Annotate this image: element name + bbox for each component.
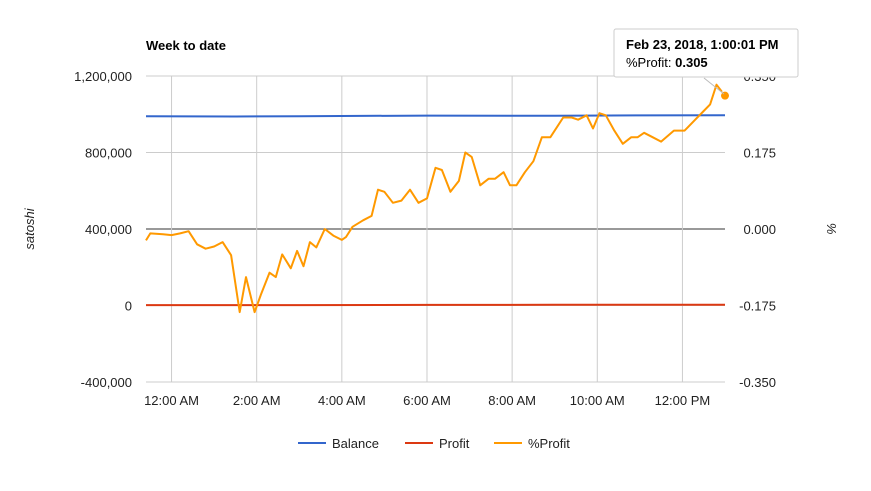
- chart-title: Week to date: [146, 38, 226, 53]
- x-axis-ticks: 12:00 AM 2:00 AM 4:00 AM 6:00 AM 8:00 AM 10:0…: [144, 393, 710, 408]
- right-tick-label: 0.175: [743, 146, 776, 161]
- left-tick-label: 0: [125, 299, 132, 314]
- gridlines: [146, 75, 725, 383]
- tooltip: Feb 23, 2018, 1:00:01 PM %Profit: 0.305: [613, 28, 799, 95]
- tooltip-title: Feb 23, 2018, 1:00:01 PM: [626, 37, 778, 52]
- x-tick-label: 12:00 PM: [655, 393, 711, 408]
- tooltip-pointer: [703, 77, 725, 95]
- legend-label: Profit: [439, 436, 470, 451]
- y2-axis-title: %: [824, 223, 839, 235]
- x-tick-label: 12:00 AM: [144, 393, 199, 408]
- legend-label: Balance: [332, 436, 379, 451]
- tooltip-value: 0.305: [675, 55, 708, 70]
- legend-label: %Profit: [528, 436, 570, 451]
- left-tick-label: -400,000: [81, 375, 132, 390]
- y-axis-title: satoshi: [22, 207, 37, 249]
- left-axis-ticks: 1,200,000 800,000 400,000 0 -400,000: [74, 69, 132, 390]
- series-layer: [145, 83, 730, 314]
- tooltip-box: [613, 28, 799, 78]
- series-line-pct-profit: [145, 83, 726, 314]
- x-tick-label: 8:00 AM: [488, 393, 536, 408]
- right-tick-label: -0.350: [739, 375, 776, 390]
- tooltip-label: %Profit:: [626, 55, 675, 70]
- right-tick-label: 0.000: [743, 222, 776, 237]
- right-tick-label: -0.175: [739, 299, 776, 314]
- left-tick-label: 800,000: [85, 146, 132, 161]
- left-tick-label: 400,000: [85, 222, 132, 237]
- tooltip-line: %Profit: 0.305: [626, 55, 708, 70]
- series-line-balance: [145, 114, 726, 118]
- left-tick-label: 1,200,000: [74, 69, 132, 84]
- x-tick-label: 6:00 AM: [403, 393, 451, 408]
- x-tick-label: 2:00 AM: [233, 393, 281, 408]
- legend: Balance Profit %Profit: [298, 436, 570, 451]
- x-tick-label: 10:00 AM: [570, 393, 625, 408]
- x-tick-label: 4:00 AM: [318, 393, 366, 408]
